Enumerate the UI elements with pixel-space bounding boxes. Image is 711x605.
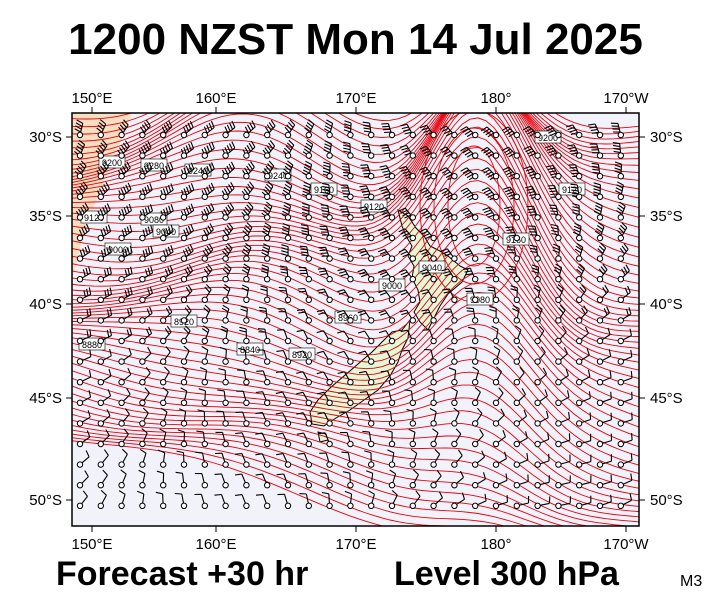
lat-label-right: 50°S: [650, 492, 683, 509]
lat-label-left: 35°S: [29, 208, 62, 225]
map-code: M3: [680, 573, 702, 591]
contour-label-text: 9000: [382, 281, 402, 291]
lat-label-right: 40°S: [650, 296, 683, 313]
lat-label-left: 50°S: [29, 492, 62, 509]
lat-label-right: 35°S: [650, 208, 683, 225]
lon-label-top: 170°W: [603, 90, 649, 107]
lon-label-bottom: 170°E: [335, 536, 376, 553]
contour-label-text: 9200: [538, 133, 558, 143]
lon-label-top: 180°: [480, 90, 511, 107]
lat-label-right: 45°S: [650, 390, 683, 407]
lat-label-left: 45°S: [29, 390, 62, 407]
lat-label-left: 40°S: [29, 296, 62, 313]
lon-label-bottom: 180°: [480, 536, 511, 553]
lat-label-right: 30°S: [650, 129, 683, 146]
level-label: Level 300 hPa: [394, 552, 619, 596]
lon-label-bottom: 160°E: [195, 536, 236, 553]
lon-label-top: 170°E: [335, 90, 376, 107]
contour-label-text: 9040: [422, 263, 442, 273]
forecast-label: Forecast +30 hr: [56, 552, 308, 596]
lon-label-bottom: 170°W: [603, 536, 649, 553]
lat-label-left: 30°S: [29, 129, 62, 146]
lon-label-top: 150°E: [71, 90, 112, 107]
lon-label-top: 160°E: [195, 90, 236, 107]
lon-label-bottom: 150°E: [71, 536, 112, 553]
